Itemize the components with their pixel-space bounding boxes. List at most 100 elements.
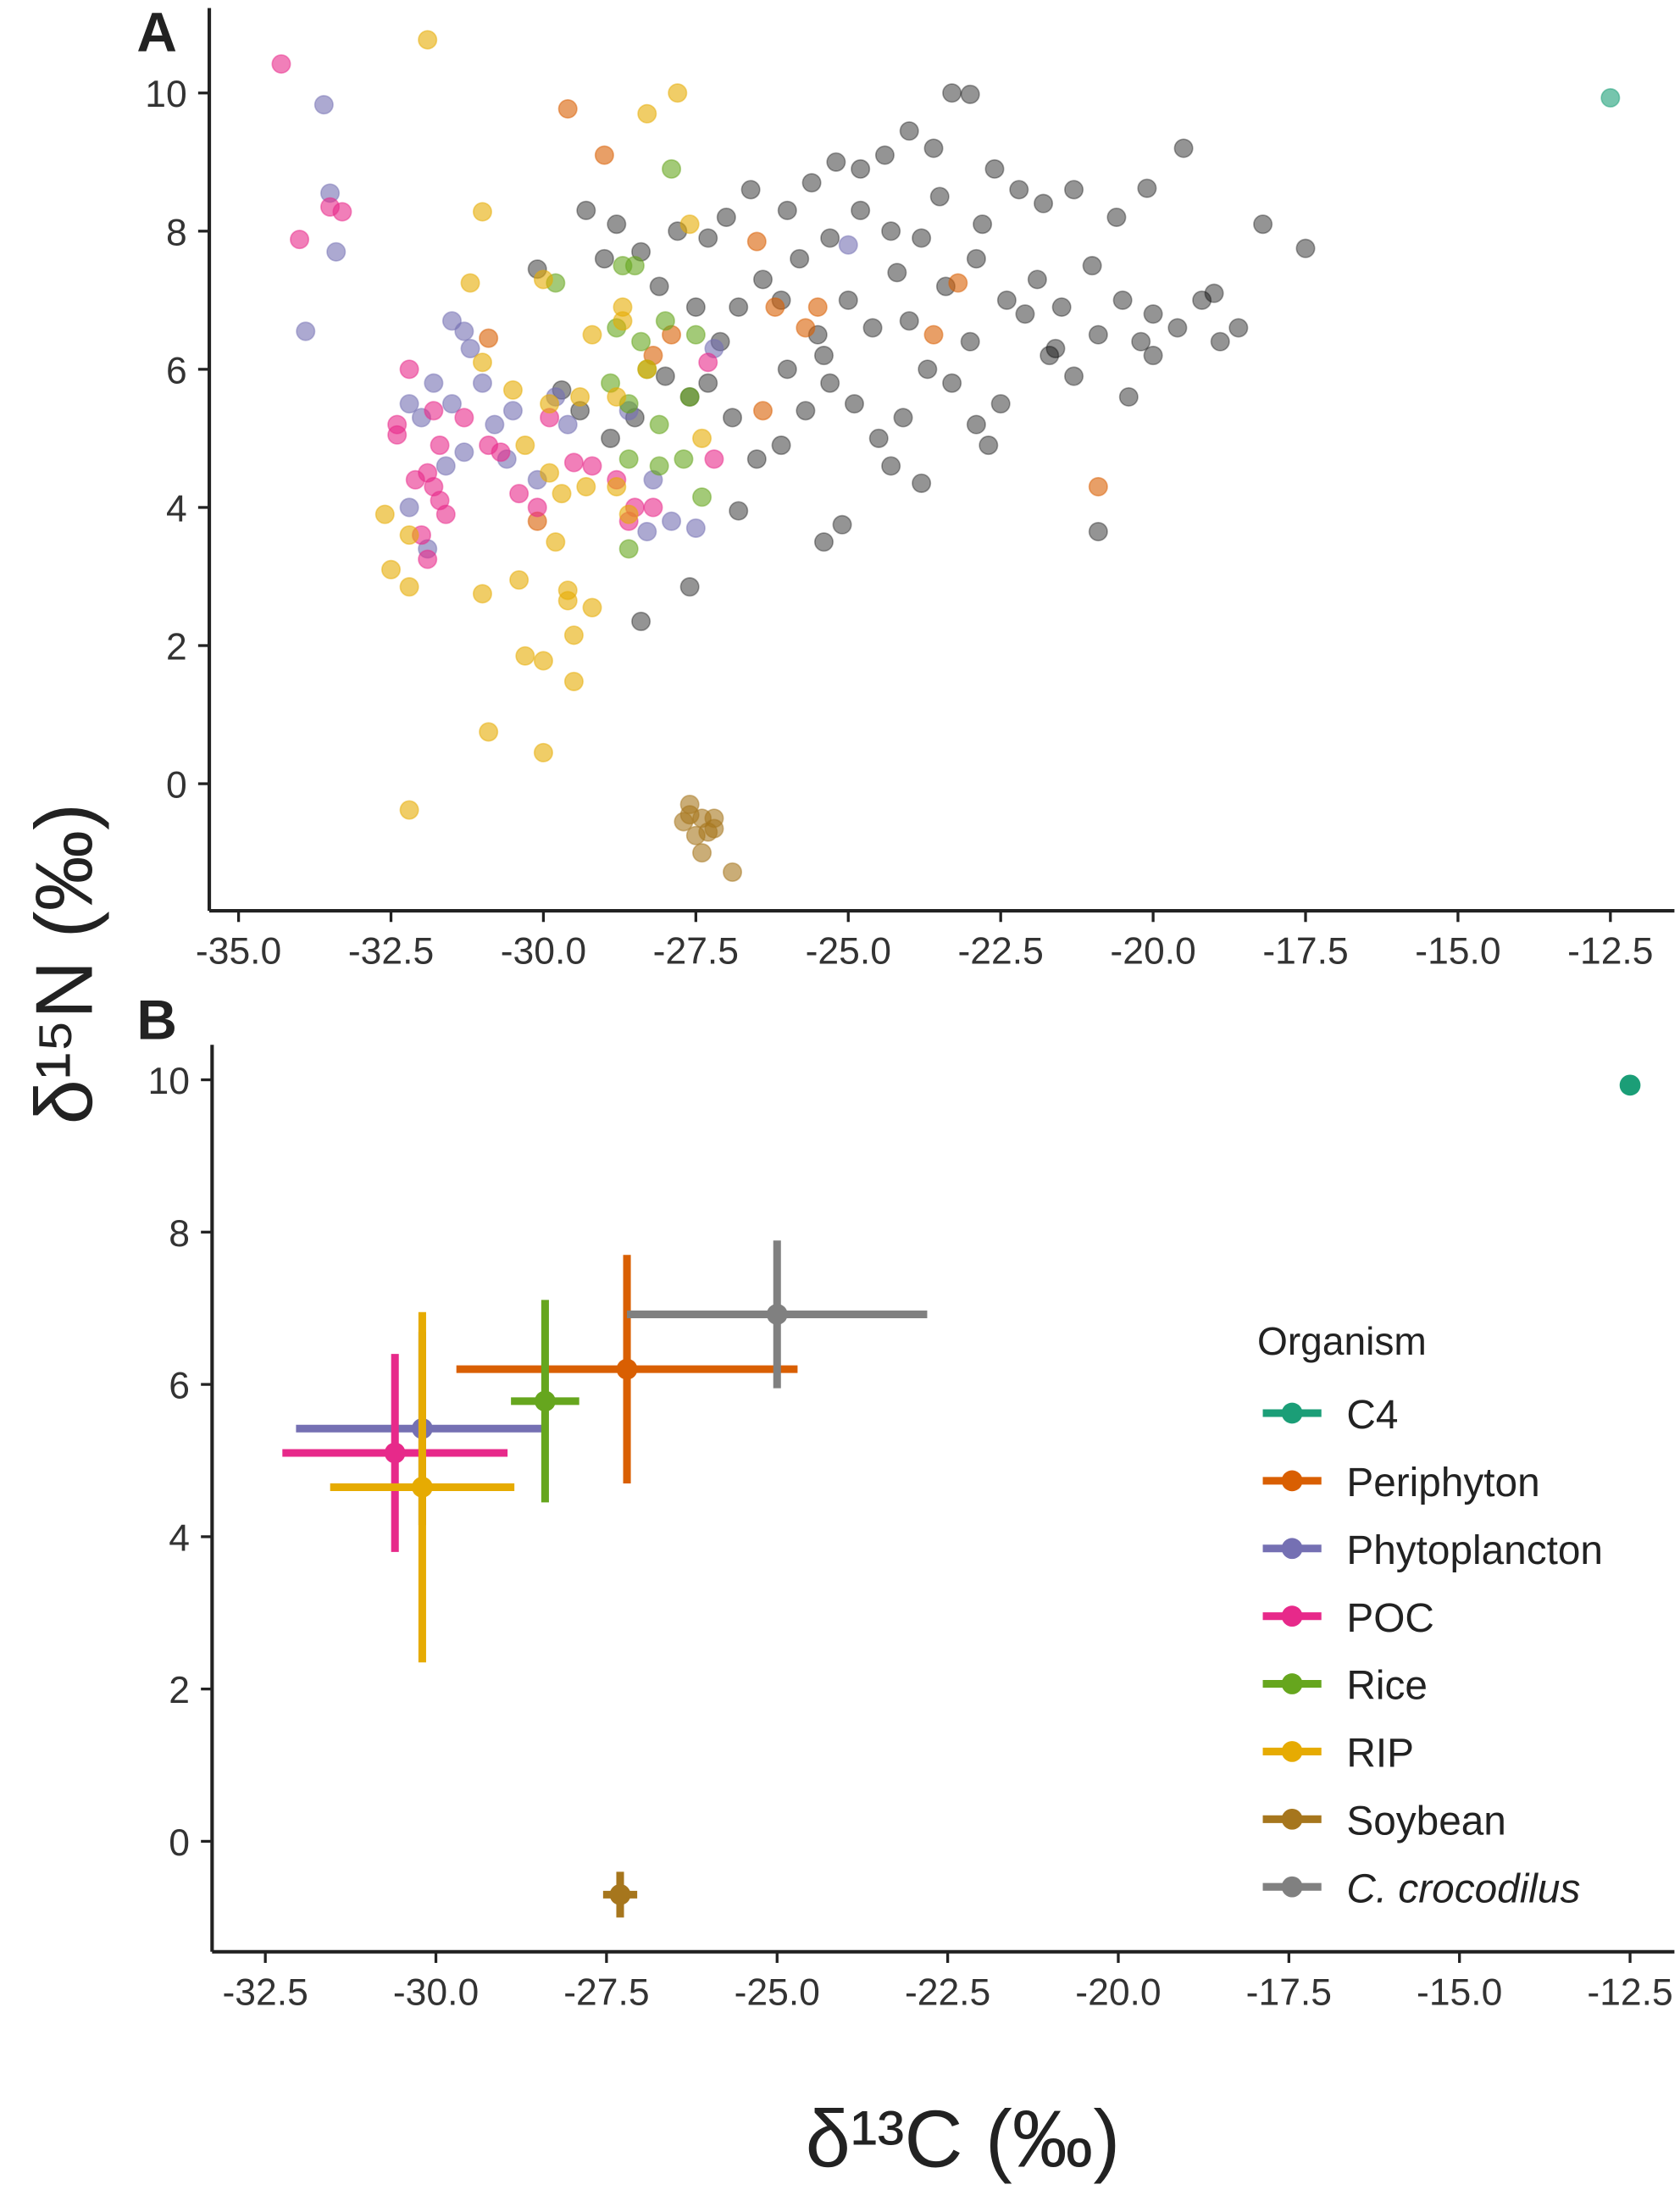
point bbox=[832, 514, 852, 535]
point bbox=[685, 518, 706, 538]
point bbox=[454, 442, 474, 463]
mean-point bbox=[616, 1358, 638, 1380]
point bbox=[540, 463, 560, 483]
legend-swatch bbox=[1281, 1605, 1303, 1627]
point bbox=[820, 373, 840, 393]
x-tick-label: -17.5 bbox=[1246, 1971, 1332, 2013]
point bbox=[1088, 324, 1108, 345]
point bbox=[1064, 366, 1084, 386]
legend-label: Phytoplancton bbox=[1346, 1528, 1603, 1573]
legend-label: C. crocodilus bbox=[1346, 1866, 1580, 1911]
point bbox=[668, 83, 688, 103]
x-tick-label: -25.0 bbox=[806, 931, 891, 973]
point bbox=[424, 373, 444, 393]
point bbox=[399, 800, 419, 820]
x-tick-label: -32.5 bbox=[223, 1971, 308, 2013]
point bbox=[399, 394, 419, 414]
x-tick-label: -15.0 bbox=[1415, 931, 1500, 973]
point bbox=[472, 352, 492, 373]
point bbox=[1027, 269, 1047, 290]
point bbox=[801, 173, 822, 193]
point bbox=[662, 158, 682, 179]
point bbox=[557, 98, 578, 119]
point bbox=[485, 414, 505, 435]
point bbox=[460, 338, 480, 358]
x-tick-label: -22.5 bbox=[958, 931, 1044, 973]
point bbox=[1088, 476, 1108, 497]
y-tick-label: 6 bbox=[169, 1366, 190, 1407]
point bbox=[771, 435, 791, 456]
point bbox=[716, 207, 736, 228]
point bbox=[984, 158, 1005, 179]
y-tick-label: 6 bbox=[166, 350, 187, 391]
point bbox=[1143, 304, 1163, 324]
point bbox=[1143, 346, 1163, 366]
point bbox=[851, 200, 871, 220]
point bbox=[582, 456, 602, 476]
mean-point bbox=[384, 1442, 406, 1464]
mean-point bbox=[535, 1390, 556, 1412]
point bbox=[618, 504, 639, 524]
point bbox=[637, 521, 657, 542]
point bbox=[996, 290, 1017, 310]
point bbox=[948, 273, 968, 293]
x-tick-label: -25.0 bbox=[735, 1971, 820, 2013]
point bbox=[594, 145, 614, 165]
point bbox=[740, 180, 761, 200]
point bbox=[1015, 304, 1035, 324]
point bbox=[960, 331, 980, 352]
legend-swatch bbox=[1281, 1538, 1303, 1560]
point bbox=[441, 311, 463, 331]
point bbox=[418, 549, 438, 569]
point bbox=[1118, 386, 1139, 408]
point bbox=[979, 435, 999, 456]
legend-swatch bbox=[1281, 1402, 1303, 1424]
mean-point bbox=[609, 1883, 631, 1905]
x-tick-label: -12.5 bbox=[1587, 1971, 1672, 2013]
point bbox=[296, 321, 316, 341]
point bbox=[777, 359, 797, 380]
x-tick-label: -17.5 bbox=[1262, 931, 1348, 973]
mean-point bbox=[766, 1304, 788, 1325]
point bbox=[704, 818, 724, 839]
x-tick-label: -27.5 bbox=[653, 931, 739, 973]
y-tick-label: 10 bbox=[148, 1061, 190, 1102]
point bbox=[874, 145, 895, 165]
point bbox=[435, 456, 456, 476]
x-tick-label: -32.5 bbox=[348, 931, 434, 973]
point bbox=[912, 228, 932, 248]
point bbox=[624, 256, 645, 276]
x-tick-label: -30.0 bbox=[393, 1971, 479, 2013]
point bbox=[515, 435, 535, 456]
point bbox=[746, 231, 767, 252]
legend-label: C4 bbox=[1346, 1393, 1398, 1438]
point bbox=[582, 324, 602, 345]
point bbox=[546, 532, 566, 552]
point bbox=[1192, 290, 1212, 310]
point bbox=[618, 449, 639, 469]
legend-label: Periphyton bbox=[1346, 1461, 1539, 1505]
x-tick-label: -15.0 bbox=[1417, 1971, 1502, 2013]
point bbox=[313, 95, 334, 115]
point bbox=[1253, 214, 1273, 235]
point bbox=[692, 843, 712, 863]
point bbox=[942, 83, 962, 103]
point bbox=[966, 248, 986, 269]
point bbox=[643, 497, 663, 518]
point bbox=[637, 359, 657, 380]
y-tick-label: 8 bbox=[169, 1213, 190, 1255]
point bbox=[752, 269, 773, 290]
x-tick-label: -22.5 bbox=[905, 1971, 990, 2013]
point bbox=[1112, 290, 1133, 310]
point bbox=[557, 414, 578, 435]
y-tick-label: 2 bbox=[166, 626, 187, 668]
point bbox=[966, 414, 986, 435]
point bbox=[509, 484, 530, 504]
point bbox=[698, 352, 718, 373]
point bbox=[1204, 283, 1224, 303]
point bbox=[918, 359, 938, 380]
point bbox=[290, 230, 310, 250]
panel-label: A bbox=[136, 1, 177, 64]
point bbox=[868, 428, 889, 448]
